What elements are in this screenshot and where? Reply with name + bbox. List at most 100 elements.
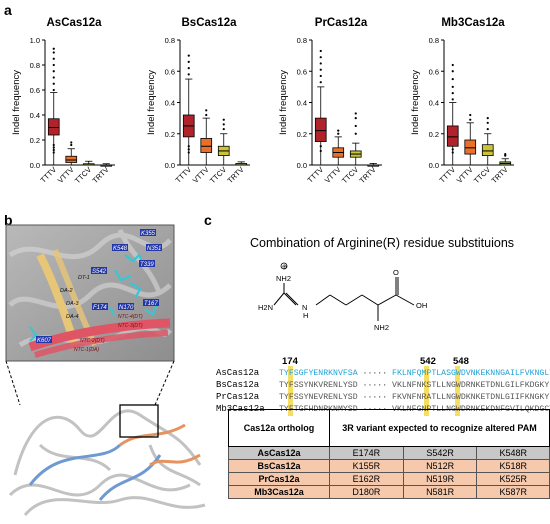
dna-strand-blue: [28, 443, 122, 486]
variant-cell: E174R: [329, 446, 404, 460]
mol-label-oh: OH: [416, 301, 427, 310]
outlier-3-0-7: [451, 151, 454, 154]
mol-label-o: O: [393, 268, 399, 277]
label-t167: T167: [144, 301, 158, 307]
sequence-name: BsCas12a: [216, 380, 260, 390]
panel-b-structure-figure: K355 N351 K548 T339 S542 F174 N170 T167 …: [5, 224, 206, 516]
zoom-line-left: [5, 360, 21, 406]
x-tick-label-3-1: VTTV: [455, 165, 475, 185]
outlier-0-1-1: [70, 141, 73, 144]
outlier-2-0-0: [319, 81, 322, 84]
box-2-0: [314, 117, 327, 142]
y-tick-label-3-4: 0.8: [429, 36, 439, 45]
outlier-1-0-6: [187, 151, 190, 154]
label-da2: DA-2: [60, 288, 73, 294]
variant-cell: D180R: [329, 485, 404, 499]
y-tick-label-3-2: 0.4: [429, 99, 439, 108]
outlier-2-2-3: [354, 112, 357, 115]
y-tick-label-2-1: 0.2: [297, 130, 307, 139]
outlier-2-0-4: [319, 56, 322, 59]
x-tick-label-1-0: TTTV: [174, 165, 194, 185]
label-f174: F174: [93, 305, 107, 311]
outlier-2-0-5: [319, 49, 322, 53]
y-tick-label-2-2: 0.4: [297, 99, 307, 108]
variant-cell: K155R: [329, 459, 404, 473]
outlier-3-0-6: [451, 148, 454, 151]
highlight-col-174: [288, 366, 293, 416]
outlier-0-0-6: [52, 51, 55, 54]
outlier-1-0-3: [187, 54, 190, 57]
outlier-1-2-2: [222, 118, 225, 121]
label-dt1: DT-1: [78, 275, 90, 281]
y-axis-label-2: Indel frequency: [278, 70, 289, 135]
position-label-542: 542: [420, 356, 436, 367]
chart-title-0: AsCas12a: [47, 17, 103, 29]
outlier-0-0-9: [52, 146, 55, 149]
outlier-2-1-0: [337, 132, 340, 135]
table-row: BsCas12a K155R N512R K518R: [228, 459, 550, 473]
table-row: Mb3Cas12a D180R N581R K587R: [228, 485, 550, 499]
panel-letter-b: b: [4, 212, 13, 228]
y-tick-label-0-1: 0.2: [30, 136, 40, 145]
label-n170: N170: [119, 305, 134, 311]
y-tick-label-0-2: 0.4: [30, 111, 40, 120]
outlier-3-2-1: [486, 121, 489, 124]
outlier-3-3-1: [504, 152, 507, 156]
label-da4: DA-4: [66, 314, 79, 320]
highlight-col-548: [455, 366, 460, 416]
sequence-name: AsCas12a: [216, 368, 260, 378]
highlight-col-542: [424, 366, 429, 416]
label-ntc4: NTC-4(DT): [118, 314, 143, 320]
y-tick-label-0-0: 0.0: [30, 161, 40, 170]
x-tick-label-3-3: TRTV: [490, 165, 510, 185]
outlier-1-2-1: [222, 123, 225, 126]
x-tick-label-0-2: TTCV: [73, 165, 93, 185]
variant-cell: K525R: [476, 472, 550, 486]
ortholog-name-cell: Mb3Cas12a: [228, 485, 330, 499]
mol-label-h: H: [303, 311, 308, 320]
outlier-1-1-0: [205, 113, 208, 117]
box-1-1: [200, 138, 213, 153]
charge-label: ⊕: [282, 265, 287, 271]
label-ntc1: NTC-1(DA): [74, 347, 99, 353]
outlier-3-0-5: [451, 63, 454, 67]
outlier-3-0-4: [451, 70, 454, 73]
chart-title-3: Mb3Cas12a: [441, 17, 505, 29]
x-tick-label-2-1: VTTV: [323, 165, 343, 185]
variant-cell: N581R: [402, 485, 478, 499]
residue-sticks: [29, 253, 159, 342]
x-tick-label-2-0: TTTV: [306, 165, 326, 185]
outlier-3-2-0: [486, 127, 489, 131]
y-tick-label-3-0: 0.0: [429, 161, 439, 170]
y-axis-label-0: Indel frequency: [11, 70, 22, 135]
outlier-3-3-0: [504, 154, 507, 157]
table-row: AsCas12a E174R S542R K548R: [228, 446, 550, 460]
label-da3: DA-3: [66, 301, 79, 307]
sequence-line: TYFSGFYENRKNVFSA ····· FKLNFQMPTLASGWDVN…: [279, 369, 550, 378]
outlier-3-1-1: [469, 113, 472, 117]
y-tick-label-0-3: 0.6: [30, 86, 40, 95]
panel-a-box-plots: AsCas12a 0.0 0.2 0.4 0.6 0.8 1.0 Indel frequenc…: [11, 17, 514, 185]
outlier-0-0-1: [52, 82, 55, 85]
table-row: PrCas12a E162R N519R K525R: [228, 472, 550, 486]
zoom-box: [119, 404, 159, 438]
outlier-0-0-11: [52, 151, 55, 154]
x-tick-label-2-2: TTCV: [340, 165, 360, 185]
label-s542: S542: [92, 269, 107, 275]
outlier-1-0-2: [187, 60, 190, 63]
chart-title-2: PrCas12a: [315, 17, 368, 29]
outlier-2-2-1: [354, 124, 357, 128]
box-0-1: [65, 155, 78, 163]
box-3-1: [464, 139, 477, 155]
label-n351: N351: [147, 246, 161, 252]
x-tick-label-0-1: VTTV: [56, 165, 76, 185]
label-ntc3: NTC-3(DT): [118, 323, 143, 329]
arginine-structure: ⊕ NH2 H2N N H O OH NH2: [258, 262, 427, 332]
outlier-3-0-1: [451, 92, 454, 95]
y-tick-label-0-5: 1.0: [30, 36, 40, 45]
y-axis-label-3: Indel frequency: [410, 70, 421, 135]
x-tick-label-3-0: TTTV: [438, 165, 458, 185]
mol-label-n: N: [302, 303, 307, 312]
table-header-ortholog: Cas12a ortholog: [228, 409, 330, 447]
x-tick-label-1-1: VTTV: [191, 165, 211, 185]
